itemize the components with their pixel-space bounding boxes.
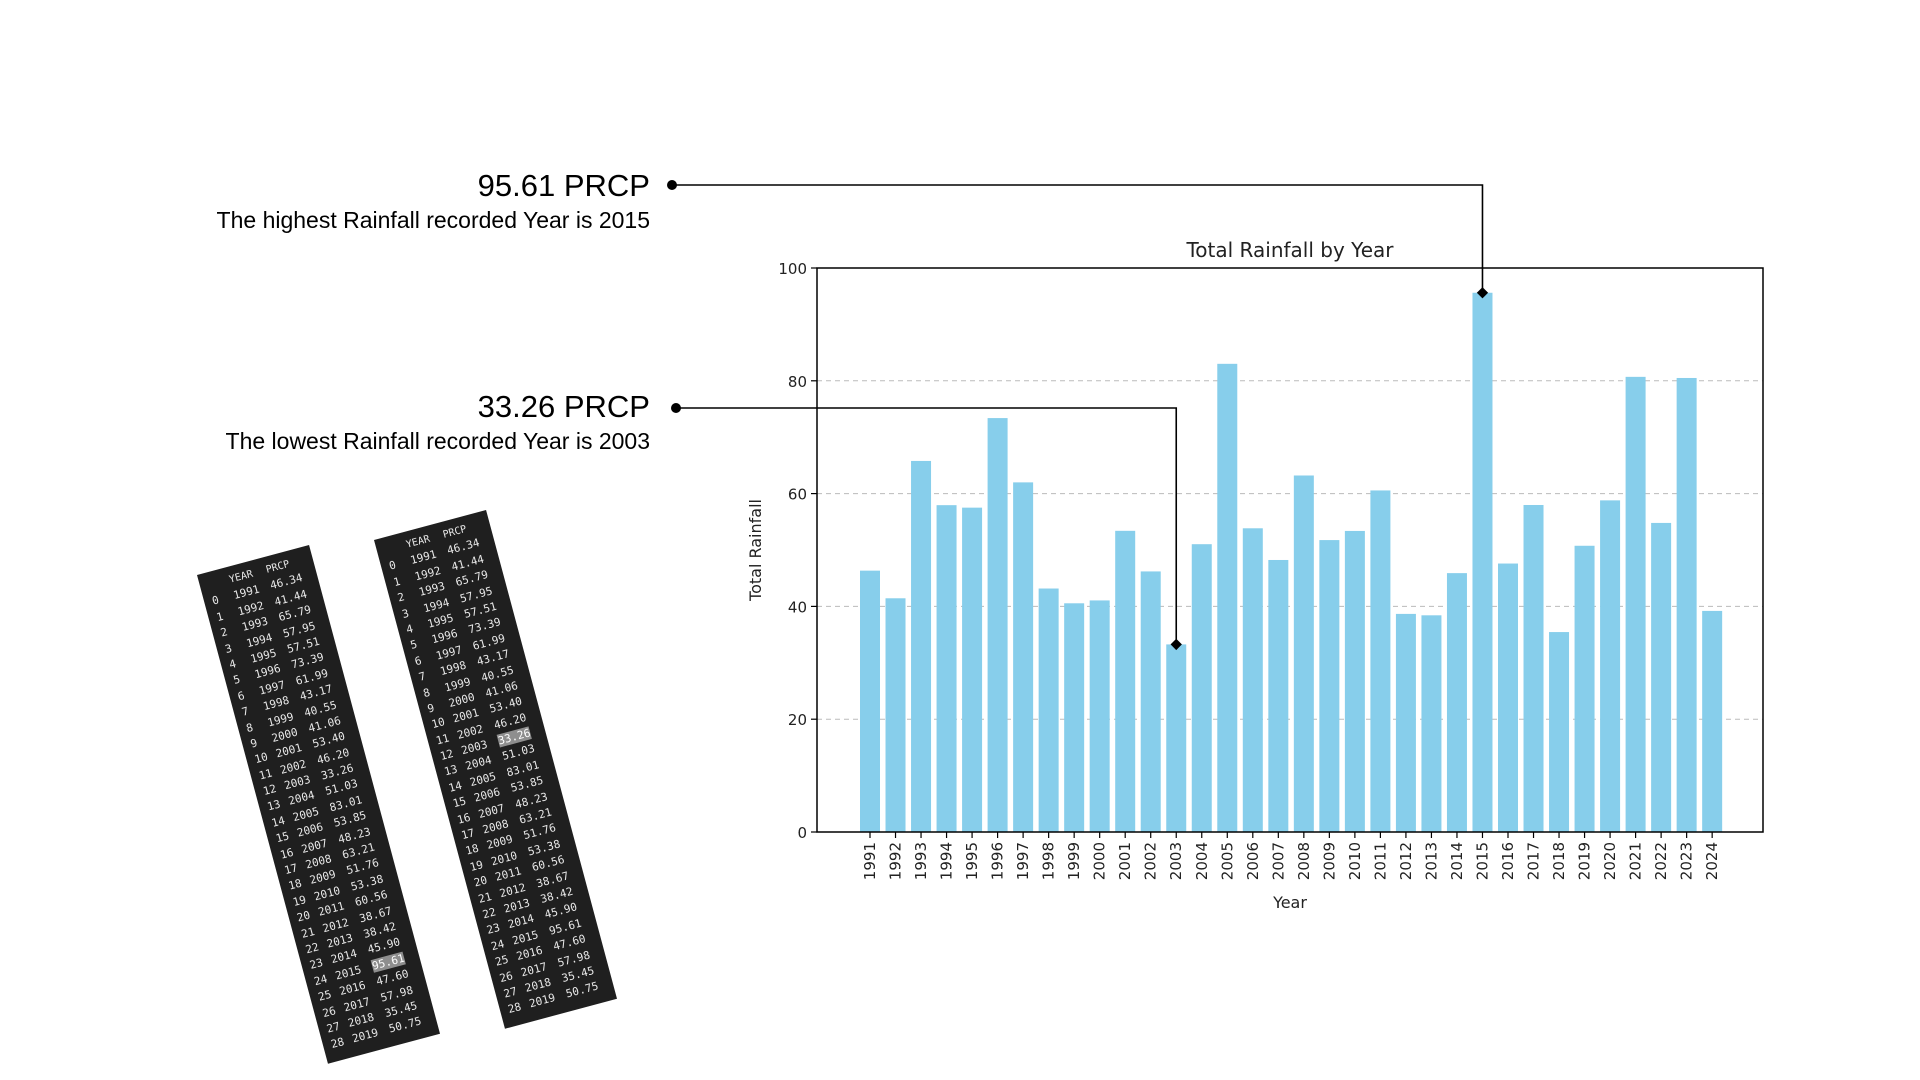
x-tick-label: 2020	[1601, 842, 1619, 880]
highest-value-callout: 95.61 PRCP	[477, 168, 650, 203]
bar	[1166, 644, 1187, 832]
bar	[1064, 603, 1085, 832]
x-tick-label: 2003	[1167, 842, 1185, 880]
bar	[1446, 573, 1467, 832]
x-tick-label: 2018	[1550, 842, 1568, 880]
bar	[1217, 363, 1238, 832]
bar	[1472, 292, 1493, 832]
x-tick-label: 2008	[1295, 842, 1313, 880]
bar	[1038, 588, 1059, 832]
bar	[962, 507, 983, 832]
y-tick-label: 40	[788, 598, 807, 616]
bar	[1013, 482, 1034, 832]
x-tick-label: 2017	[1525, 842, 1543, 880]
bar	[1191, 544, 1212, 832]
x-tick-label: 2023	[1678, 842, 1696, 880]
bar	[1549, 632, 1570, 832]
bar	[1574, 545, 1595, 832]
bar	[987, 418, 1008, 832]
x-tick-label: 1991	[861, 842, 879, 880]
x-tick-label: 2005	[1218, 842, 1236, 880]
bar	[1115, 530, 1136, 832]
leader-line	[676, 407, 1178, 645]
x-tick-label: 1996	[989, 842, 1007, 880]
bar	[1268, 559, 1289, 832]
bar	[885, 598, 906, 832]
leader-dot	[671, 403, 681, 413]
leader-dot	[667, 180, 677, 190]
bar	[1344, 530, 1365, 832]
x-tick-label: 2001	[1116, 842, 1134, 880]
bar	[1395, 613, 1416, 832]
x-tick-label: 1997	[1014, 842, 1032, 880]
bar	[1421, 615, 1442, 832]
x-tick-label: 2000	[1091, 842, 1109, 880]
x-axis-label: Year	[1272, 893, 1307, 912]
leader-marker	[1476, 287, 1489, 299]
highest-description: The highest Rainfall recorded Year is 20…	[216, 207, 650, 233]
x-tick-label: 2007	[1269, 842, 1287, 880]
x-tick-label: 2010	[1346, 842, 1364, 880]
bar	[1702, 610, 1723, 832]
x-tick-label: 2006	[1244, 842, 1262, 880]
bar	[1370, 490, 1391, 832]
plot-frame	[816, 267, 1764, 833]
bar	[911, 460, 932, 832]
bar	[1600, 500, 1621, 832]
lowest-description: The lowest Rainfall recorded Year is 200…	[225, 428, 650, 454]
x-tick-label: 2024	[1703, 842, 1721, 880]
bar	[1293, 475, 1314, 832]
bar	[1651, 522, 1672, 832]
x-tick-label: 2021	[1627, 842, 1645, 880]
leader-line	[672, 184, 1484, 293]
x-tick-label: 2022	[1652, 842, 1670, 880]
y-tick-label: 80	[788, 373, 807, 391]
callout-leaders	[667, 180, 1489, 651]
leader-marker	[1170, 638, 1182, 651]
x-tick-label: 1998	[1040, 842, 1058, 880]
bar	[1319, 540, 1340, 832]
x-tick-label: 2016	[1499, 842, 1517, 880]
y-tick-label: 60	[788, 486, 807, 504]
x-axis-ticks: 1991 1992 1993 1994 1995 1996 1997 1998 1999 2000…	[861, 832, 1721, 880]
x-tick-label: 2012	[1397, 842, 1415, 880]
bar	[1523, 504, 1544, 832]
bar	[860, 570, 880, 832]
x-tick-label: 2019	[1576, 842, 1594, 880]
x-tick-label: 1992	[887, 842, 905, 880]
bar	[1140, 571, 1161, 832]
x-tick-label: 2014	[1448, 842, 1466, 880]
x-tick-label: 1995	[963, 842, 981, 880]
bars	[860, 292, 1723, 832]
x-tick-label: 2009	[1320, 842, 1338, 880]
bar	[1242, 528, 1263, 832]
x-tick-label: 2011	[1371, 842, 1389, 880]
x-tick-label: 1993	[912, 842, 930, 880]
x-tick-label: 2015	[1473, 842, 1491, 880]
bar	[1676, 377, 1697, 832]
y-axis-label: Total Rainfall	[746, 499, 765, 602]
x-tick-label: 2013	[1422, 842, 1440, 880]
y-gridlines	[817, 267, 1763, 720]
y-axis-ticks: 0 20 40 60 80 100	[778, 260, 817, 842]
x-tick-label: 2002	[1142, 842, 1160, 880]
chart-title: Total Rainfall by Year	[1185, 238, 1394, 262]
y-tick-label: 100	[778, 260, 807, 278]
bar	[1089, 600, 1110, 832]
lowest-value-callout: 33.26 PRCP	[477, 389, 650, 424]
x-tick-label: 1999	[1065, 842, 1083, 880]
y-tick-label: 0	[797, 824, 807, 842]
bar	[1498, 563, 1518, 832]
bar	[1625, 376, 1646, 832]
bar	[936, 505, 957, 832]
x-tick-label: 1994	[938, 842, 956, 880]
x-tick-label: 2004	[1193, 842, 1211, 880]
y-tick-label: 20	[788, 711, 807, 729]
